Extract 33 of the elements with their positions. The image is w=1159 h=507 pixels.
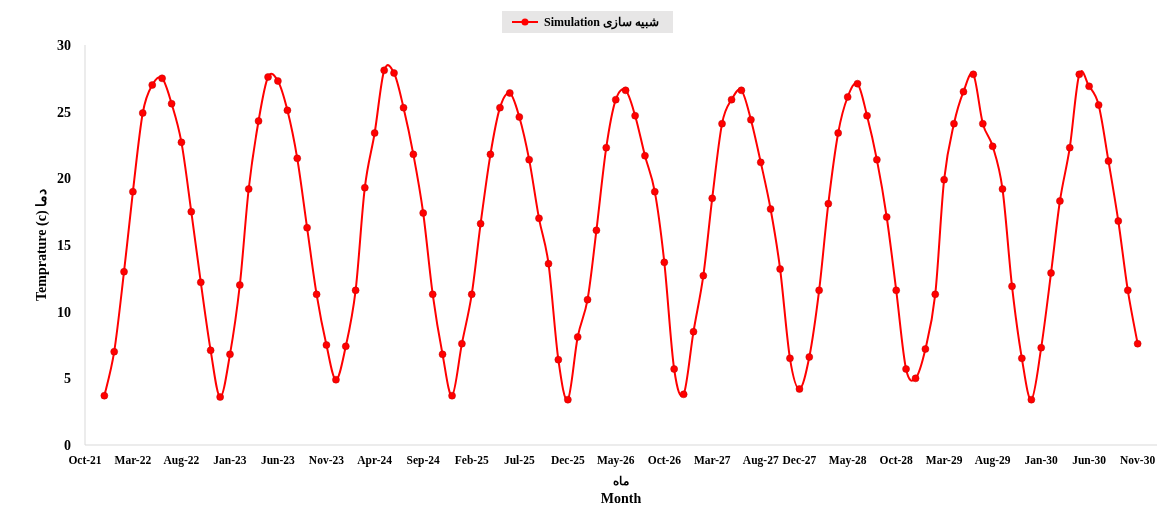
x-tick-label: Jun-30 — [1072, 454, 1107, 466]
x-tick-label: Nov-30 — [1120, 454, 1156, 466]
x-tick-label: Dec-25 — [550, 454, 586, 466]
x-tick-label: Aug-29 — [974, 454, 1011, 467]
x-tick-label: Mar-27 — [693, 454, 731, 466]
legend-label: Simulation شبیه سازی — [543, 15, 660, 30]
y-tick-label: 25 — [57, 104, 71, 120]
x-tick-label: May-28 — [828, 454, 867, 467]
x-tick-label: Apr-24 — [357, 454, 393, 467]
y-axis-title: Temprature (c) دما — [34, 188, 50, 302]
y-tick-label: 0 — [64, 438, 71, 453]
x-tick-label: Mar-29 — [925, 454, 963, 466]
y-tick-label: 5 — [64, 371, 71, 387]
x-tick-label: Sep-24 — [406, 454, 441, 467]
y-tick-label: 15 — [57, 238, 71, 253]
x-tick-label: Dec-27 — [782, 454, 817, 466]
y-tick-label: 20 — [57, 171, 71, 187]
legend: Simulation شبیه سازی — [502, 11, 673, 33]
y-tick-label: 30 — [57, 38, 71, 53]
y-tick-label: 10 — [57, 304, 71, 320]
x-tick-label: Oct-28 — [879, 454, 914, 466]
x-tick-label: Jan-30 — [1024, 454, 1059, 466]
x-tick-label: Nov-23 — [308, 454, 345, 466]
x-tick-label: Mar-22 — [114, 454, 152, 466]
x-tick-label: Oct-26 — [647, 454, 682, 466]
x-tick-label: Feb-25 — [454, 454, 489, 466]
x-tick-label: Aug-27 — [742, 454, 779, 467]
x-tick-label: May-26 — [596, 454, 635, 467]
x-tick-label: Jan-23 — [213, 454, 247, 466]
x-tick-label: Jun-23 — [260, 454, 296, 466]
x-tick-label: Aug-22 — [163, 454, 200, 467]
x-tick-label: Jul-25 — [503, 454, 535, 466]
x-tick-label: Oct-21 — [68, 454, 102, 466]
